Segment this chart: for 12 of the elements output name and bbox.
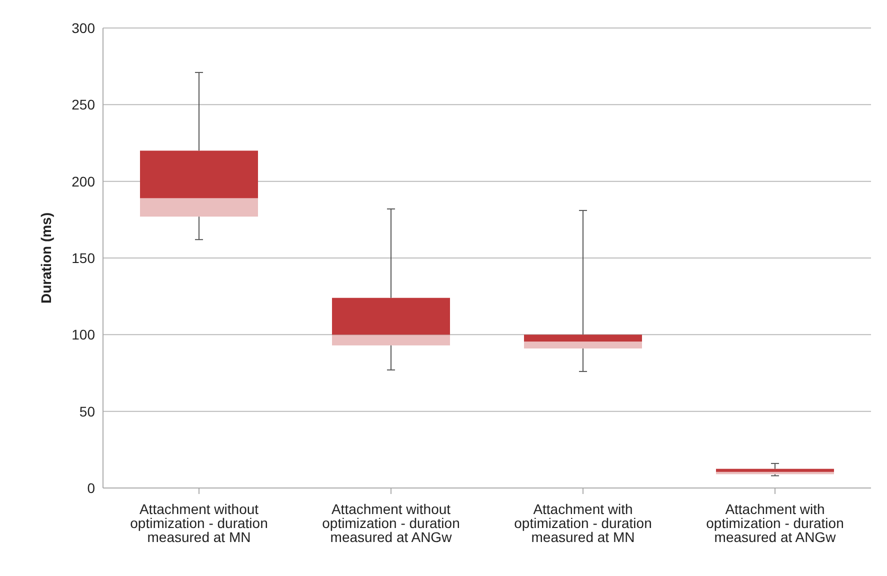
x-tick-label: Attachment without optimization - duration measured at MN <box>130 500 268 545</box>
y-tick-label: 50 <box>79 403 96 420</box>
x-tick-label: Attachment with optimization - duration measured at ANGw <box>706 500 844 545</box>
y-tick-label: 250 <box>72 96 96 113</box>
y-tick-label: 200 <box>72 173 96 190</box>
y-tick-label: 300 <box>72 20 96 36</box>
x-tick-label: Attachment with optimization - duration measured at MN <box>514 500 652 545</box>
y-tick-label: 100 <box>72 326 96 343</box>
x-tick-label: Attachment without optimization - duration measured at ANGw <box>322 500 460 545</box>
y-axis-title: Duration (ms) <box>38 212 54 304</box>
y-tick-label: 0 <box>87 480 96 496</box>
y-tick-label: 150 <box>72 250 96 266</box>
